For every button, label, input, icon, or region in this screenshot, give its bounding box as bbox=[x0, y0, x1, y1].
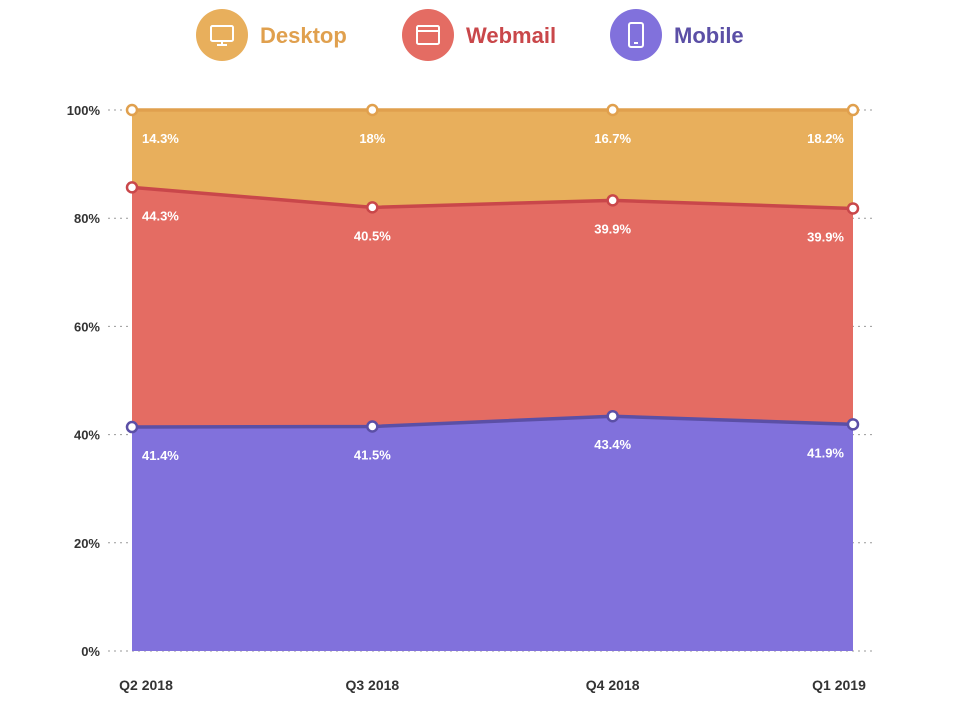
legend-swatch bbox=[610, 9, 662, 61]
legend-label-desktop: Desktop bbox=[260, 23, 347, 48]
data-label-webmail: 40.5% bbox=[354, 228, 391, 243]
legend-item-webmail: Webmail bbox=[402, 9, 556, 61]
x-tick-label: Q1 2019 bbox=[812, 677, 866, 693]
marker-mobile bbox=[846, 418, 860, 431]
x-tick-label: Q3 2018 bbox=[345, 677, 399, 693]
desktop-monitor-icon bbox=[210, 25, 234, 46]
line-mobile bbox=[131, 414, 854, 429]
y-tick-label: 20% bbox=[74, 536, 100, 551]
y-tick-label: 0% bbox=[81, 644, 100, 659]
y-tick-label: 80% bbox=[74, 211, 100, 226]
phone-body bbox=[628, 22, 644, 48]
data-markers bbox=[125, 103, 860, 434]
data-label-mobile: 41.9% bbox=[807, 445, 844, 460]
marker-mobile bbox=[366, 420, 379, 433]
browser-window-icon bbox=[416, 25, 440, 45]
area-desktop bbox=[132, 110, 853, 209]
marker-webmail bbox=[846, 202, 860, 215]
data-label-webmail: 39.9% bbox=[807, 229, 844, 244]
data-label-mobile: 41.5% bbox=[354, 447, 391, 462]
marker-desktop bbox=[846, 103, 860, 117]
data-label-mobile: 43.4% bbox=[594, 437, 631, 452]
y-axis: 0% 20% 40% 60% 80% 100% bbox=[67, 103, 101, 659]
area-layers bbox=[132, 110, 853, 651]
data-label-desktop: 16.7% bbox=[594, 131, 631, 146]
legend-item-desktop: Desktop bbox=[196, 9, 347, 61]
line-webmail bbox=[131, 185, 854, 211]
y-tick-label: 60% bbox=[74, 319, 100, 334]
marker-mobile bbox=[606, 409, 619, 423]
area-webmail bbox=[132, 187, 853, 428]
marker-desktop bbox=[125, 103, 139, 117]
data-label-desktop: 18% bbox=[359, 131, 385, 146]
marker-webmail bbox=[125, 181, 139, 194]
data-label-desktop: 18.2% bbox=[807, 131, 844, 146]
legend-swatch bbox=[402, 9, 454, 61]
window-frame bbox=[416, 25, 440, 45]
mobile-phone-icon bbox=[628, 22, 644, 48]
legend: Desktop Webmail Mobile bbox=[196, 9, 744, 61]
data-label-webmail: 39.9% bbox=[594, 221, 631, 236]
x-tick-label: Q2 2018 bbox=[119, 677, 173, 693]
y-tick-label: 100% bbox=[67, 103, 101, 118]
data-label-mobile: 41.4% bbox=[142, 448, 179, 463]
marker-desktop bbox=[606, 103, 619, 117]
marker-desktop bbox=[366, 103, 379, 117]
x-tick-label: Q4 2018 bbox=[586, 677, 640, 693]
legend-item-mobile: Mobile bbox=[610, 9, 744, 61]
data-label-webmail: 44.3% bbox=[142, 208, 179, 223]
marker-mobile bbox=[125, 420, 139, 434]
legend-swatch bbox=[196, 9, 248, 61]
legend-label-webmail: Webmail bbox=[466, 23, 556, 48]
marker-webmail bbox=[606, 194, 619, 207]
marker-webmail bbox=[366, 201, 379, 214]
data-label-desktop: 14.3% bbox=[142, 131, 179, 146]
y-tick-label: 40% bbox=[74, 428, 100, 443]
x-axis: Q2 2018 Q3 2018 Q4 2018 Q1 2019 bbox=[119, 677, 866, 693]
area-mobile bbox=[132, 416, 853, 651]
legend-label-mobile: Mobile bbox=[674, 23, 744, 48]
data-labels: 41.4% 41.5% 43.4% 41.9% 44.3% 40.5% 39.9% 39.9%… bbox=[142, 131, 844, 463]
